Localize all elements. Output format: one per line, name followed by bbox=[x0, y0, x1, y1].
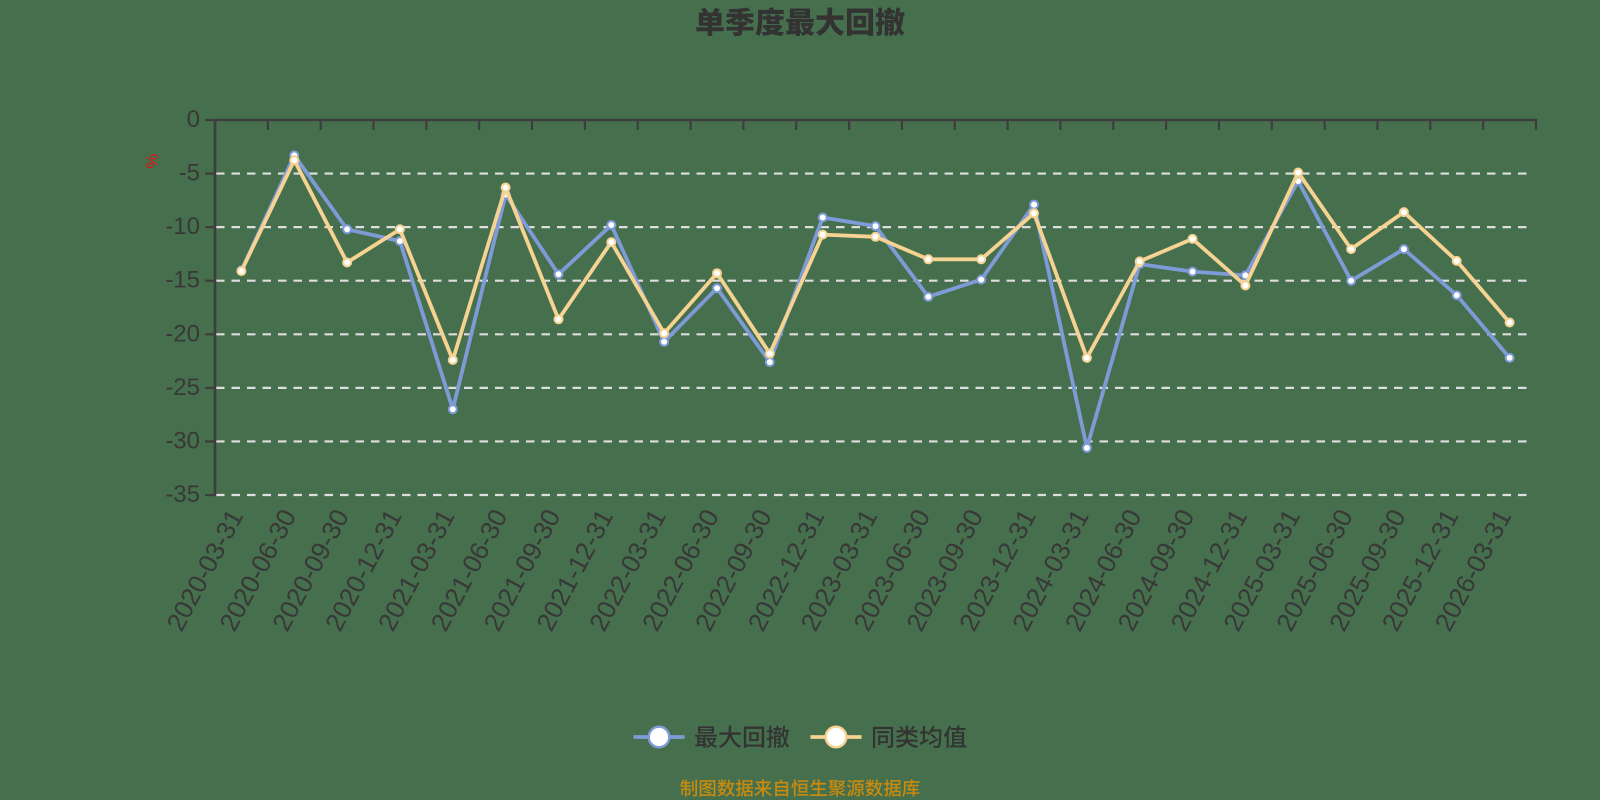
svg-text:-15: -15 bbox=[165, 267, 200, 294]
svg-text:%: % bbox=[142, 153, 161, 168]
svg-text:-35: -35 bbox=[165, 481, 200, 508]
svg-text:-5: -5 bbox=[179, 160, 200, 187]
svg-text:-30: -30 bbox=[165, 427, 200, 454]
svg-text:-10: -10 bbox=[165, 213, 200, 240]
svg-text:0: 0 bbox=[187, 106, 200, 133]
svg-text:-20: -20 bbox=[165, 320, 200, 347]
svg-text:-25: -25 bbox=[165, 374, 200, 401]
